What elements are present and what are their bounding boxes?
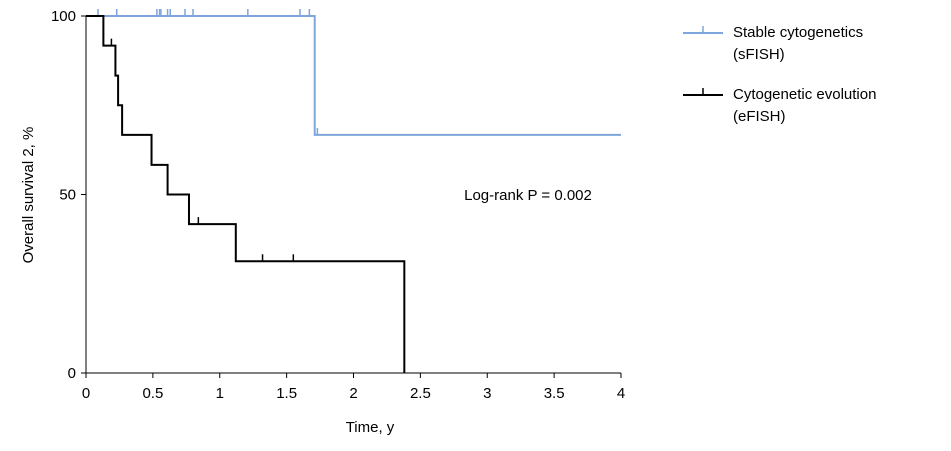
x-tick-label: 0.5 bbox=[142, 385, 163, 402]
survival-curve bbox=[86, 15, 406, 373]
survival-curve bbox=[86, 15, 621, 136]
y-axis-title: Overall survival 2, % bbox=[20, 127, 37, 264]
y-tick-label: 0 bbox=[68, 365, 76, 382]
x-tick-label: 2.5 bbox=[410, 385, 431, 402]
x-tick-label: 2 bbox=[349, 385, 357, 402]
x-axis-title: Time, y bbox=[346, 419, 395, 436]
legend-label: Stable cytogenetics (sFISH) bbox=[733, 24, 864, 63]
y-tick-label: 100 bbox=[51, 8, 76, 25]
x-tick-label: 3.5 bbox=[544, 385, 565, 402]
x-tick-label: 0 bbox=[82, 385, 90, 402]
x-tick-label: 1.5 bbox=[276, 385, 297, 402]
x-tick-label: 1 bbox=[216, 385, 224, 402]
legend-label: Cytogenetic evolution (eFISH) bbox=[733, 86, 877, 125]
annotation: Log-rank P = 0.002 bbox=[464, 187, 592, 204]
x-tick-label: 4 bbox=[617, 385, 625, 402]
y-tick-label: 50 bbox=[59, 187, 76, 204]
x-tick-label: 3 bbox=[483, 385, 491, 402]
